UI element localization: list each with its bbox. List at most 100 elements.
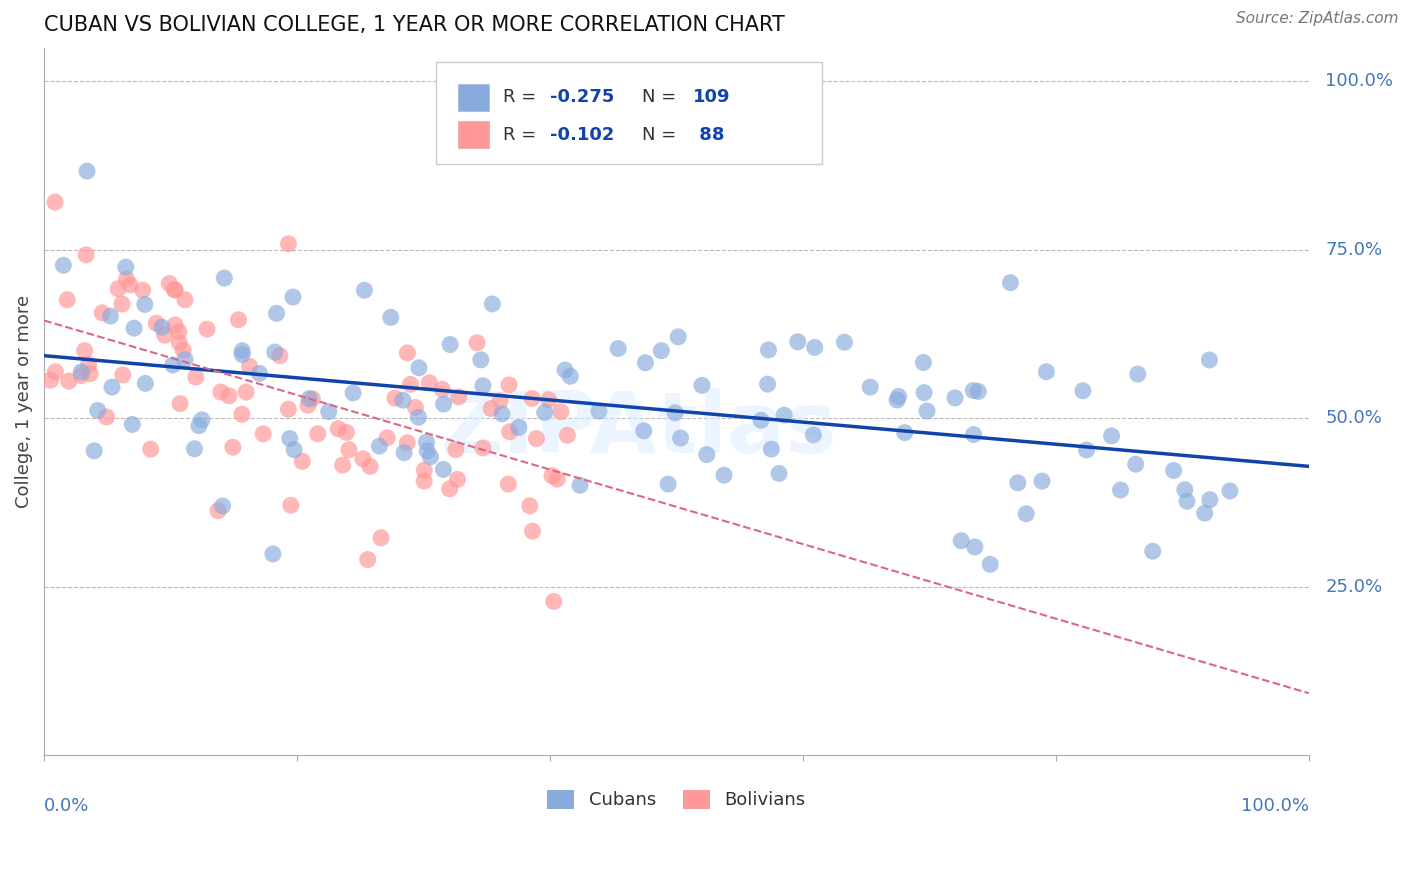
Point: [560, 369, 582, 384]
Point: [557, 428, 579, 442]
Point: [1174, 483, 1197, 497]
Point: [588, 404, 610, 418]
Point: [666, 330, 689, 344]
Point: [432, 383, 454, 397]
Point: [479, 401, 502, 416]
Point: [231, 343, 253, 358]
Point: [70, 365, 93, 379]
Point: [392, 393, 415, 408]
Point: [131, 283, 153, 297]
Point: [893, 425, 915, 440]
Point: [120, 277, 142, 292]
Point: [408, 410, 430, 425]
Point: [1126, 367, 1149, 381]
Point: [218, 389, 240, 403]
Point: [269, 349, 291, 363]
Point: [277, 402, 299, 417]
Point: [413, 463, 436, 477]
Point: [546, 472, 568, 486]
Point: [803, 340, 825, 354]
Text: 0.0%: 0.0%: [44, 797, 90, 815]
Point: [1071, 384, 1094, 398]
Text: N =: N =: [643, 88, 676, 106]
Point: [153, 328, 176, 343]
Point: [167, 325, 190, 339]
Point: [357, 552, 380, 566]
Point: [235, 385, 257, 400]
Point: [172, 343, 194, 358]
Point: [1175, 494, 1198, 508]
Point: [121, 417, 143, 432]
Point: [801, 428, 824, 442]
Point: [342, 386, 364, 401]
Point: [165, 283, 187, 297]
Point: [297, 398, 319, 412]
Point: [111, 368, 134, 382]
Point: [231, 407, 253, 421]
Point: [1163, 463, 1185, 477]
Point: [307, 426, 329, 441]
Point: [44, 365, 66, 379]
Point: [633, 424, 655, 438]
Point: [444, 442, 467, 457]
Point: [283, 442, 305, 457]
Point: [298, 392, 321, 406]
Point: [664, 406, 686, 420]
Point: [222, 440, 245, 454]
Point: [1031, 474, 1053, 488]
Point: [471, 378, 494, 392]
Point: [413, 474, 436, 488]
Point: [278, 432, 301, 446]
Point: [165, 318, 187, 332]
Point: [195, 322, 218, 336]
Text: R =: R =: [503, 88, 543, 106]
Point: [943, 391, 966, 405]
Point: [207, 504, 229, 518]
Point: [183, 442, 205, 456]
Point: [114, 260, 136, 274]
Point: [541, 468, 564, 483]
Point: [169, 396, 191, 410]
Point: [396, 435, 419, 450]
Point: [101, 380, 124, 394]
Point: [44, 195, 66, 210]
Point: [122, 321, 145, 335]
Point: [550, 404, 572, 418]
Point: [418, 376, 440, 390]
Point: [408, 360, 430, 375]
Point: [139, 442, 162, 457]
Point: [489, 393, 512, 408]
Point: [447, 390, 470, 404]
Point: [526, 432, 548, 446]
Text: ZIPAtlas: ZIPAtlas: [440, 388, 837, 471]
Point: [537, 392, 560, 407]
Point: [634, 356, 657, 370]
Point: [756, 377, 779, 392]
Text: 50.0%: 50.0%: [1326, 409, 1382, 427]
Point: [886, 392, 908, 407]
Point: [214, 271, 236, 285]
Point: [962, 384, 984, 398]
Point: [1015, 507, 1038, 521]
Point: [758, 343, 780, 357]
Point: [75, 248, 97, 262]
Point: [238, 359, 260, 374]
Point: [277, 236, 299, 251]
Point: [318, 404, 340, 418]
Point: [162, 358, 184, 372]
Point: [100, 309, 122, 323]
Point: [262, 547, 284, 561]
Point: [79, 367, 101, 381]
Point: [963, 540, 986, 554]
Point: [533, 405, 555, 419]
Point: [359, 459, 381, 474]
FancyBboxPatch shape: [436, 62, 823, 164]
Point: [520, 392, 543, 406]
Point: [211, 499, 233, 513]
Point: [1007, 475, 1029, 490]
Point: [446, 472, 468, 486]
Point: [415, 435, 437, 450]
Point: [52, 258, 75, 272]
Point: [384, 391, 406, 405]
Point: [184, 370, 207, 384]
